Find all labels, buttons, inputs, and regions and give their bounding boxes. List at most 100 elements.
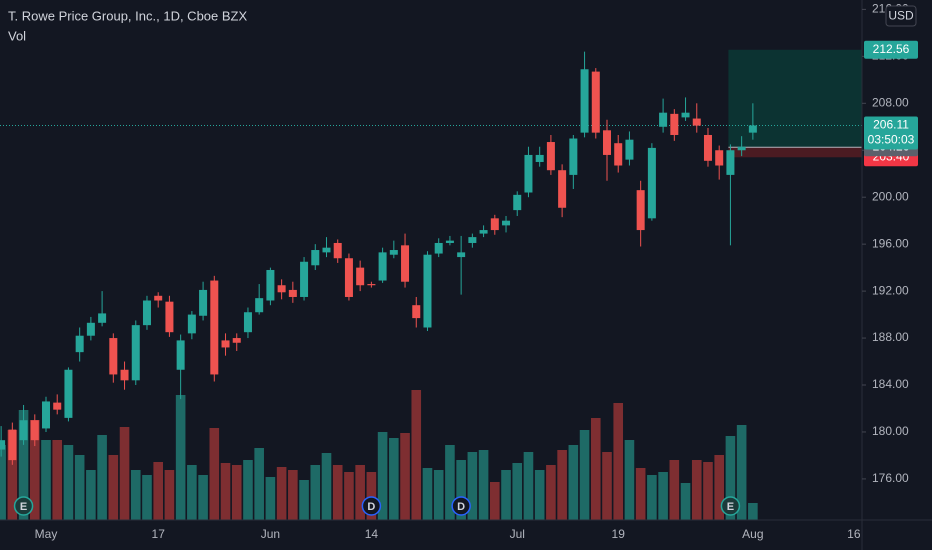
volume-bar [725, 436, 736, 520]
candle-body [266, 269, 275, 301]
candle-body [42, 401, 50, 429]
x-tick-label: Aug [742, 527, 763, 541]
volume-bar [635, 468, 646, 520]
candle-body [8, 429, 17, 461]
x-tick-label: Jul [510, 527, 525, 541]
currency-box[interactable] [885, 5, 917, 27]
volume-bar [512, 463, 523, 520]
candle-body [614, 143, 623, 166]
candle-body [19, 420, 28, 441]
candle-body [378, 252, 387, 281]
volume-bar [198, 475, 208, 520]
volume-bar [299, 480, 309, 520]
chart-title: T. Rowe Price Group, Inc., 1D, Cboe BZX [8, 8, 247, 23]
y-tick-label: 196.00 [872, 236, 909, 250]
volume-bar [187, 465, 197, 520]
target-label-box [864, 40, 918, 59]
candle-body [277, 285, 286, 293]
volume-bar [680, 483, 691, 520]
volume-bar [557, 450, 567, 520]
y-tick-label: 188.00 [872, 330, 909, 344]
currency: USD [888, 9, 914, 23]
volume-bar [389, 438, 399, 520]
candle-body [367, 284, 376, 286]
event-label: E [20, 501, 27, 513]
candle-body [423, 254, 432, 328]
candle-body [389, 250, 398, 255]
candle-body [165, 301, 174, 333]
volume-bar [624, 440, 635, 520]
event-marker [720, 496, 741, 516]
volume-bar [332, 465, 343, 520]
volume-bar [490, 482, 500, 520]
volume-bar [377, 432, 388, 520]
candle-body [737, 146, 746, 151]
volume-bar [209, 428, 220, 520]
candle-body [434, 242, 443, 254]
y-tick-label: 184.00 [872, 377, 909, 391]
candle-body [558, 170, 567, 208]
candle-body [748, 125, 757, 133]
volume-bar [52, 440, 63, 520]
volume-bar [658, 472, 668, 520]
y-tick-label: 192.00 [872, 283, 909, 297]
x-tick-label: 14 [365, 527, 379, 541]
volume-bar [29, 420, 40, 520]
volume-bar [366, 472, 377, 520]
candle-body [288, 289, 297, 297]
candle-body [457, 252, 466, 258]
profit-zone [728, 49, 862, 148]
candle-body [524, 154, 533, 193]
volume-bar [647, 475, 657, 520]
candle-body [659, 112, 668, 127]
event-marker [13, 496, 34, 516]
last-price-label-box [864, 116, 918, 150]
volume-bar [243, 460, 253, 520]
candle-body [176, 340, 185, 370]
volume-bar [456, 460, 466, 520]
volume-bar [613, 403, 624, 520]
volume-bar [501, 470, 511, 520]
candle-body [513, 194, 522, 211]
y-tick-label: 180.00 [872, 424, 909, 438]
volume-bar [265, 477, 276, 520]
volume-bar [669, 460, 680, 520]
volume-bar [18, 410, 29, 520]
volume-bar [321, 453, 332, 520]
candle-body [142, 300, 151, 326]
volume-bar [310, 465, 321, 520]
volume-bar [276, 467, 287, 520]
event-marker [361, 496, 382, 516]
candle-body [603, 130, 611, 155]
volume-bar [411, 390, 422, 520]
volume-bar [86, 470, 96, 520]
volume-bar [748, 503, 758, 520]
volume-bar [546, 465, 556, 520]
countdown: 03:50:03 [868, 133, 915, 147]
volume-bar [422, 468, 433, 520]
volume-bar [7, 430, 18, 520]
candle-body [502, 220, 511, 226]
candle-body [255, 298, 264, 313]
candle-body [199, 289, 208, 316]
volume-bar [164, 470, 175, 520]
volume-bar [602, 452, 612, 520]
candle-body [445, 240, 454, 243]
candle-body [580, 69, 589, 133]
volume-bar [579, 430, 590, 520]
candle-body [98, 313, 107, 323]
volume-bar [568, 445, 579, 520]
event-label: E [727, 501, 734, 513]
volume-bar [445, 445, 455, 520]
volume-bar [108, 455, 119, 520]
candle-body [322, 247, 331, 253]
candle-body [210, 280, 219, 375]
y-tick-label: 200.00 [872, 189, 909, 203]
candle-body [131, 325, 140, 381]
volume-bar [220, 463, 231, 520]
volume-bar [478, 450, 489, 520]
candle-body [681, 112, 690, 118]
x-tick-label: May [35, 527, 58, 541]
